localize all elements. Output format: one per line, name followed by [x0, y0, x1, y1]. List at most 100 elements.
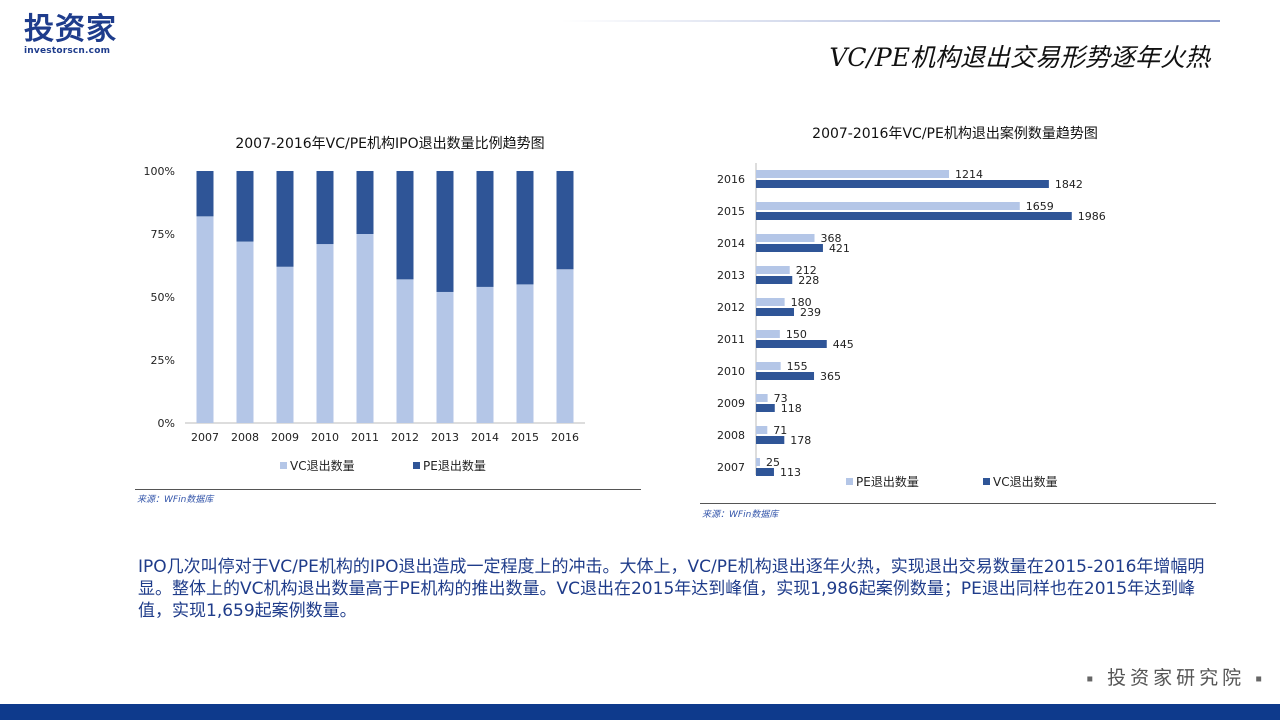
legend-pe-label: PE退出数量	[856, 474, 919, 489]
vc-data-label: 239	[800, 306, 821, 319]
legend-pe-swatch	[413, 462, 420, 469]
x-tick-label: 2011	[351, 431, 379, 444]
pe-count-bar	[756, 330, 780, 338]
logo-site: investorscn.com	[24, 46, 111, 56]
x-tick-label: 2016	[551, 431, 579, 444]
footer-square-icon: ▪	[1255, 673, 1266, 685]
vc-data-label: 118	[781, 402, 802, 415]
y-tick-label: 25%	[151, 354, 175, 367]
y-tick-label: 50%	[151, 291, 175, 304]
pe-data-label: 73	[774, 392, 788, 405]
x-tick-label: 2012	[391, 431, 419, 444]
vc-count-bar	[756, 276, 793, 284]
left-stacked-bar-chart: 0% 25% 50% 75% 100% 2007 2008 2009 2010 2011 2012 2…	[144, 165, 585, 473]
pe-count-bar	[756, 362, 781, 370]
y-tick-label: 75%	[151, 228, 175, 241]
vc-data-label: 178	[790, 434, 811, 447]
vc-count-bar	[756, 468, 774, 476]
y-tick-label: 2011	[717, 333, 745, 346]
pe-share-bar	[516, 171, 534, 285]
pe-count-bar	[756, 458, 760, 466]
vc-share-bar	[556, 269, 574, 423]
legend-vc-label: VC退出数量	[993, 474, 1058, 489]
pe-count-bar	[756, 234, 815, 242]
pe-data-label: 25	[766, 456, 780, 469]
vc-count-bar	[756, 180, 1049, 188]
y-tick-label: 100%	[144, 165, 175, 178]
pe-share-bar	[476, 171, 494, 287]
pe-share-bar	[356, 171, 374, 234]
left-chart-divider	[135, 489, 641, 490]
right-chart-divider	[700, 503, 1216, 504]
summary-paragraph: IPO几次叫停对于VC/PE机构的IPO退出造成一定程度上的冲击。大体上，VC/…	[138, 557, 1205, 621]
x-tick-label: 2007	[191, 431, 219, 444]
pe-share-bar	[556, 171, 574, 270]
y-tick-label: 2015	[717, 205, 745, 218]
y-tick-label: 0%	[158, 417, 175, 430]
pe-count-bar	[756, 266, 790, 274]
pe-share-bar	[316, 171, 334, 245]
bottom-bar	[0, 704, 1280, 720]
y-tick-label: 2016	[717, 173, 745, 186]
legend-vc-swatch	[983, 478, 990, 485]
footer-brand: ▪ 投资家研究院 ▪	[1086, 663, 1266, 690]
y-tick-label: 2009	[717, 397, 745, 410]
x-tick-label: 2009	[271, 431, 299, 444]
y-tick-label: 2008	[717, 429, 745, 442]
vc-share-bar	[196, 216, 214, 423]
pe-share-bar	[396, 171, 414, 280]
right-chart-source: 来源：WFin数据库	[702, 510, 779, 520]
vc-share-bar	[276, 266, 294, 423]
legend-pe-swatch	[846, 478, 853, 485]
x-tick-label: 2013	[431, 431, 459, 444]
legend-pe-label: PE退出数量	[423, 458, 486, 473]
vc-share-bar	[396, 279, 414, 423]
footer-brand-text: 投资家研究院	[1107, 667, 1246, 689]
vc-data-label: 421	[829, 242, 850, 255]
vc-share-bar	[436, 291, 454, 423]
pe-data-label: 155	[787, 360, 808, 373]
pe-data-label: 1214	[955, 168, 983, 181]
y-tick-label: 2012	[717, 301, 745, 314]
left-chart-title: 2007-2016年VC/PE机构IPO退出数量比例趋势图	[235, 136, 545, 152]
legend-vc-swatch	[280, 462, 287, 469]
y-tick-label: 2010	[717, 365, 745, 378]
pe-share-bar	[276, 171, 294, 267]
vc-share-bar	[516, 284, 534, 423]
vc-count-bar	[756, 244, 823, 252]
pe-data-label: 368	[821, 232, 842, 245]
right-chart-title: 2007-2016年VC/PE机构退出案例数量趋势图	[812, 126, 1098, 142]
pe-data-label: 212	[796, 264, 817, 277]
vc-data-label: 1986	[1078, 210, 1106, 223]
pe-count-bar	[756, 394, 768, 402]
legend-vc-label: VC退出数量	[290, 458, 355, 473]
pe-share-bar	[436, 171, 454, 292]
pe-share-bar	[196, 171, 214, 217]
pe-count-bar	[756, 202, 1020, 210]
x-tick-label: 2015	[511, 431, 539, 444]
vc-data-label: 365	[820, 370, 841, 383]
vc-count-bar	[756, 308, 795, 316]
logo: 投资家 investorscn.com	[24, 14, 134, 60]
vc-count-bar	[756, 404, 775, 412]
y-tick-label: 2013	[717, 269, 745, 282]
page-title: VC/PE机构退出交易形势逐年火热	[829, 43, 1210, 72]
pe-count-bar	[756, 298, 785, 306]
header-divider	[560, 20, 1220, 22]
vc-data-label: 445	[833, 338, 854, 351]
vc-data-label: 113	[780, 466, 801, 479]
pe-data-label: 150	[786, 328, 807, 341]
pe-data-label: 180	[791, 296, 812, 309]
vc-count-bar	[756, 372, 815, 380]
x-tick-label: 2014	[471, 431, 499, 444]
pe-share-bar	[236, 171, 254, 242]
left-chart-source: 来源：WFin数据库	[137, 495, 214, 505]
pe-count-bar	[756, 426, 768, 434]
vc-share-bar	[356, 234, 374, 423]
y-tick-label: 2007	[717, 461, 745, 474]
logo-text: 投资家	[24, 12, 117, 47]
x-tick-label: 2010	[311, 431, 339, 444]
y-tick-label: 2014	[717, 237, 745, 250]
pe-data-label: 71	[773, 424, 787, 437]
